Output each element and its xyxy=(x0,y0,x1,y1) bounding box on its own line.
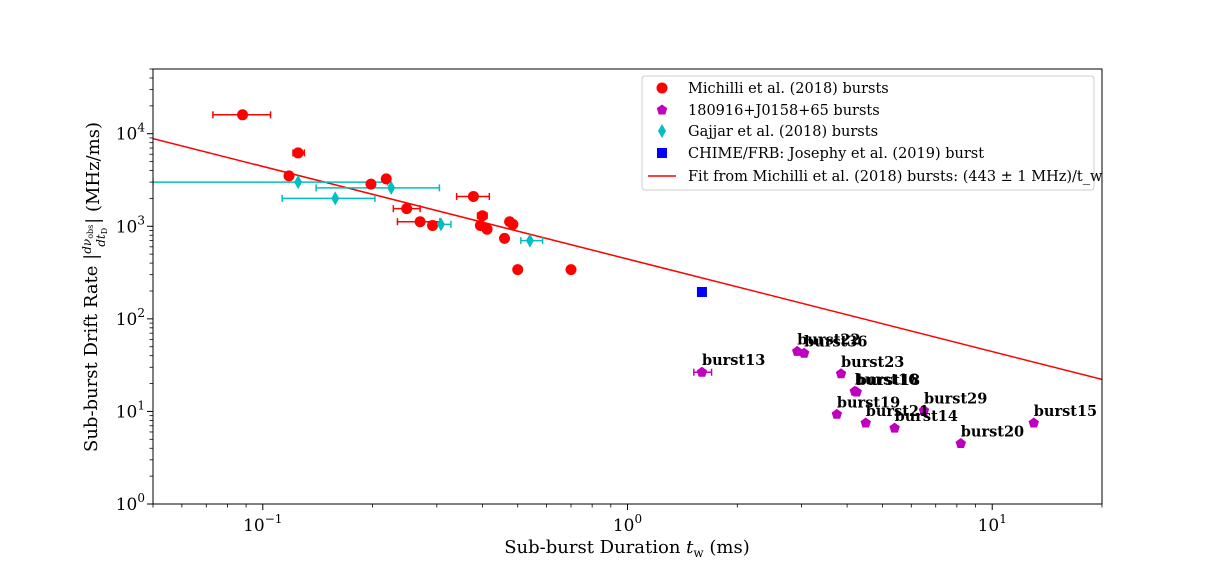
burst-label: burst16 xyxy=(855,371,918,388)
burst-label: burst23 xyxy=(841,354,904,371)
tick-label: 101 xyxy=(978,512,1007,536)
data-point xyxy=(696,366,708,377)
data-point xyxy=(427,219,439,231)
data-point xyxy=(507,218,519,230)
burst-label: burst19 xyxy=(837,394,900,411)
x-axis-label: Sub-burst Duration tw (ms) xyxy=(504,537,750,560)
data-point xyxy=(331,191,340,206)
data-point xyxy=(696,287,707,298)
data-point xyxy=(798,347,810,358)
data-point xyxy=(835,368,847,379)
data-point xyxy=(851,386,862,397)
data-point xyxy=(237,109,249,121)
data-point xyxy=(860,417,871,428)
legend: Michilli et al. (2018) bursts 180916+J015… xyxy=(641,75,1103,191)
tick-label: 10−1 xyxy=(243,512,282,536)
data-point xyxy=(387,180,396,195)
data-point xyxy=(380,173,392,185)
legend-marker xyxy=(656,104,668,115)
data-point xyxy=(499,232,511,244)
data-point xyxy=(365,178,377,190)
legend-marker xyxy=(656,82,668,94)
burst-label: burst21 xyxy=(866,403,929,420)
error-bar xyxy=(315,184,441,192)
legend-label: Fit from Michilli et al. (2018) bursts: … xyxy=(688,169,1103,185)
y-axis-label: Sub-burst Drift Rate |dνobsdtD| (MHz/ms) xyxy=(80,122,109,452)
error-bar xyxy=(153,178,389,186)
data-point xyxy=(889,422,900,433)
data-point xyxy=(283,170,295,182)
data-point xyxy=(831,408,843,419)
legend-label: Michilli et al. (2018) bursts xyxy=(688,81,889,97)
burst-label: burst22 xyxy=(797,331,860,348)
burst-label: burst15 xyxy=(1034,403,1097,420)
data-point xyxy=(918,405,930,416)
legend-marker xyxy=(657,148,667,158)
legend-marker xyxy=(658,124,666,138)
tick-label: 103 xyxy=(116,213,145,237)
data-point xyxy=(955,438,967,448)
tick-label: 100 xyxy=(116,491,145,515)
data-point xyxy=(512,264,524,276)
legend-label: CHIME/FRB: Josephy et al. (2019) burst xyxy=(688,146,984,162)
burst-label: burst13 xyxy=(702,352,765,369)
data-point xyxy=(436,217,445,232)
fit-line xyxy=(153,137,1102,381)
tick-label: 100 xyxy=(613,512,642,536)
legend-box xyxy=(641,75,1095,191)
data-point xyxy=(401,203,413,215)
data-point xyxy=(525,233,534,248)
tick-label: 102 xyxy=(116,306,145,330)
data-point xyxy=(467,190,479,202)
burst-label: burst20 xyxy=(961,424,1024,441)
tick-label: 104 xyxy=(116,121,146,145)
legend-label: 180916+J0158+65 bursts xyxy=(688,103,880,119)
data-point xyxy=(294,175,303,190)
burst-label: burst29 xyxy=(924,391,987,408)
burst-label: burst14 xyxy=(895,408,958,425)
data-point xyxy=(476,210,488,222)
data-point xyxy=(565,264,577,276)
tick-label: 101 xyxy=(116,398,145,422)
data-point xyxy=(481,223,493,235)
burst-label: burst18 xyxy=(857,372,920,389)
data-point xyxy=(292,147,304,159)
data-point xyxy=(414,216,426,228)
error-bar xyxy=(281,194,376,202)
burst-label: burst36 xyxy=(804,333,867,350)
data-point xyxy=(1028,417,1039,428)
legend-label: Gajjar et al. (2018) bursts xyxy=(688,124,878,140)
